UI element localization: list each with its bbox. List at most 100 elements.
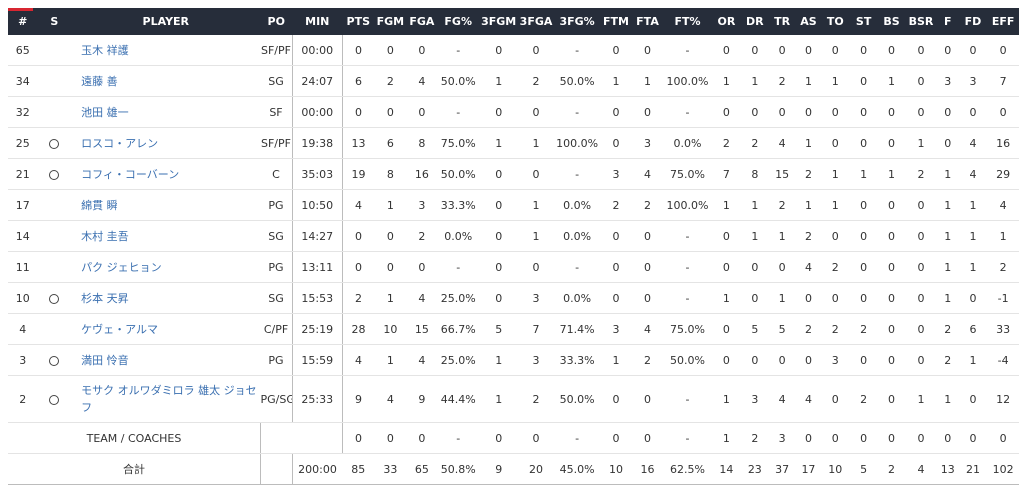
stat-points: 0 <box>342 251 375 283</box>
stat-defensive-rebounds: 2 <box>741 422 769 454</box>
col-header-position[interactable]: PO <box>260 8 293 35</box>
stat-ft-attempted: 0 <box>631 220 664 252</box>
player-name-cell: 杉本 天昇 <box>71 282 261 314</box>
stat-3p-attempted: 0 <box>518 35 554 66</box>
stat-ft-made: 0 <box>600 35 632 66</box>
col-header-fouls[interactable]: F <box>936 8 959 35</box>
col-header-points[interactable]: PTS <box>342 8 375 35</box>
stat-fg-attempted: 3 <box>406 189 438 221</box>
stat-fg-percent: 50.0% <box>437 158 480 190</box>
stat-total-rebounds: 0 <box>768 344 796 376</box>
jersey-number: 34 <box>8 65 38 97</box>
stat-points: 28 <box>342 313 375 345</box>
stat-fg-attempted: 4 <box>406 344 438 376</box>
player-name-link[interactable]: ロスコ・アレン <box>81 136 159 150</box>
stat-fouls-drawn: 1 <box>958 344 988 376</box>
stat-minutes: 19:38 <box>292 127 344 159</box>
stat-fouls-drawn: 0 <box>958 422 988 454</box>
player-row: 17 綿貫 瞬 PG 10:50 4 1 3 33.3% 0 1 0.0% 2 2 100.0% 1 1 2 1 1… <box>8 189 1019 221</box>
player-name-link[interactable]: 木村 圭吾 <box>81 229 129 243</box>
stat-assists: 0 <box>795 422 822 454</box>
col-header-3p-percent[interactable]: 3FG% <box>553 8 601 35</box>
stat-ft-made: 3 <box>600 313 632 345</box>
stat-minutes: 10:50 <box>292 189 344 221</box>
stat-3p-made: 1 <box>479 127 519 159</box>
stat-efficiency: 2 <box>987 251 1019 283</box>
stat-ft-made: 10 <box>600 453 632 485</box>
col-header-blocked-shots-received[interactable]: BSR <box>905 8 937 35</box>
stat-fg-made: 4 <box>374 375 407 423</box>
player-name-link[interactable]: 杉本 天昇 <box>81 291 129 305</box>
stat-ft-percent: 100.0% <box>663 65 712 97</box>
col-header-steals[interactable]: ST <box>849 8 878 35</box>
col-header-number[interactable]: # <box>8 8 38 35</box>
player-name-link[interactable]: コフィ・コーバーン <box>81 167 180 181</box>
player-name-link[interactable]: 綿貫 瞬 <box>81 198 118 212</box>
stat-assists: 2 <box>795 313 822 345</box>
stat-fg-made: 1 <box>374 189 407 221</box>
stat-ft-percent: - <box>663 220 712 252</box>
stat-total-rebounds: 2 <box>768 65 796 97</box>
stat-assists: 0 <box>795 344 822 376</box>
stat-defensive-rebounds: 23 <box>741 453 769 485</box>
stat-3p-attempted: 3 <box>518 344 554 376</box>
col-header-total-rebounds[interactable]: TR <box>768 8 796 35</box>
stat-fg-made: 0 <box>374 35 407 66</box>
player-name-cell: 木村 圭吾 <box>71 220 261 252</box>
col-header-3p-made[interactable]: 3FGM <box>479 8 519 35</box>
stat-minutes: 24:07 <box>292 65 344 97</box>
stat-ft-attempted: 0 <box>631 35 664 66</box>
col-header-3p-attempted[interactable]: 3FGA <box>518 8 554 35</box>
player-name-link[interactable]: ケヴェ・アルマ <box>81 322 158 336</box>
position: SG <box>260 220 293 252</box>
col-header-assists[interactable]: AS <box>795 8 822 35</box>
jersey-number: 14 <box>8 220 38 252</box>
col-header-fouls-drawn[interactable]: FD <box>958 8 988 35</box>
stat-ft-attempted: 0 <box>631 375 664 423</box>
player-name-link[interactable]: 玉木 祥護 <box>81 43 129 57</box>
stat-blocks: 1 <box>877 65 906 97</box>
jersey-number: 3 <box>8 344 38 376</box>
player-name-cell: 池田 雄一 <box>71 96 261 128</box>
col-header-ft-percent[interactable]: FT% <box>663 8 712 35</box>
starter-mark <box>37 220 72 252</box>
player-row: 11 パク ジェヒョン PG 13:11 0 0 0-0 0-0 0-0 0 0 4 2 0 0 0 1 1 2 <box>8 251 1019 283</box>
stat-points: 19 <box>342 158 375 190</box>
col-header-ft-made[interactable]: FTM <box>600 8 632 35</box>
player-name-link[interactable]: モサク オルワダミロラ 雄太 ジョセフ <box>81 384 257 414</box>
col-header-minutes[interactable]: MIN <box>292 8 343 35</box>
col-header-starter[interactable]: S <box>37 8 72 35</box>
player-name-link[interactable]: 遠藤 善 <box>81 74 118 88</box>
col-header-offensive-rebounds[interactable]: OR <box>711 8 742 35</box>
stat-points: 6 <box>342 65 375 97</box>
starter-circle-icon <box>49 169 60 180</box>
player-name-link[interactable]: パク ジェヒョン <box>81 260 162 274</box>
col-header-ft-attempted[interactable]: FTA <box>631 8 664 35</box>
position: PG <box>260 251 293 283</box>
col-header-player[interactable]: PLAYER <box>71 8 261 35</box>
stat-offensive-rebounds: 0 <box>711 35 742 66</box>
stat-assists: 1 <box>795 65 822 97</box>
col-header-efficiency[interactable]: EFF <box>987 8 1019 35</box>
stat-blocks: 0 <box>877 282 906 314</box>
stat-3p-made: 1 <box>479 375 519 423</box>
col-header-turnovers[interactable]: TO <box>821 8 850 35</box>
stat-defensive-rebounds: 0 <box>741 35 769 66</box>
stat-efficiency: -4 <box>987 344 1019 376</box>
player-name-link[interactable]: 満田 怜音 <box>81 353 129 367</box>
col-header-blocks[interactable]: BS <box>877 8 906 35</box>
position: PG <box>260 344 293 376</box>
col-header-fg-percent[interactable]: FG% <box>437 8 480 35</box>
col-header-defensive-rebounds[interactable]: DR <box>741 8 769 35</box>
stat-points: 13 <box>342 127 375 159</box>
stat-3p-made: 0 <box>479 251 519 283</box>
stat-blocks: 2 <box>877 453 906 485</box>
stat-steals: 0 <box>849 220 878 252</box>
col-header-fg-made[interactable]: FGM <box>374 8 407 35</box>
stat-blocked-shots-received: 0 <box>905 189 937 221</box>
stat-3p-made: 0 <box>479 422 519 454</box>
stat-total-rebounds: 4 <box>768 375 796 423</box>
stat-fg-made: 6 <box>374 127 407 159</box>
player-name-link[interactable]: 池田 雄一 <box>81 105 129 119</box>
col-header-fg-attempted[interactable]: FGA <box>406 8 438 35</box>
